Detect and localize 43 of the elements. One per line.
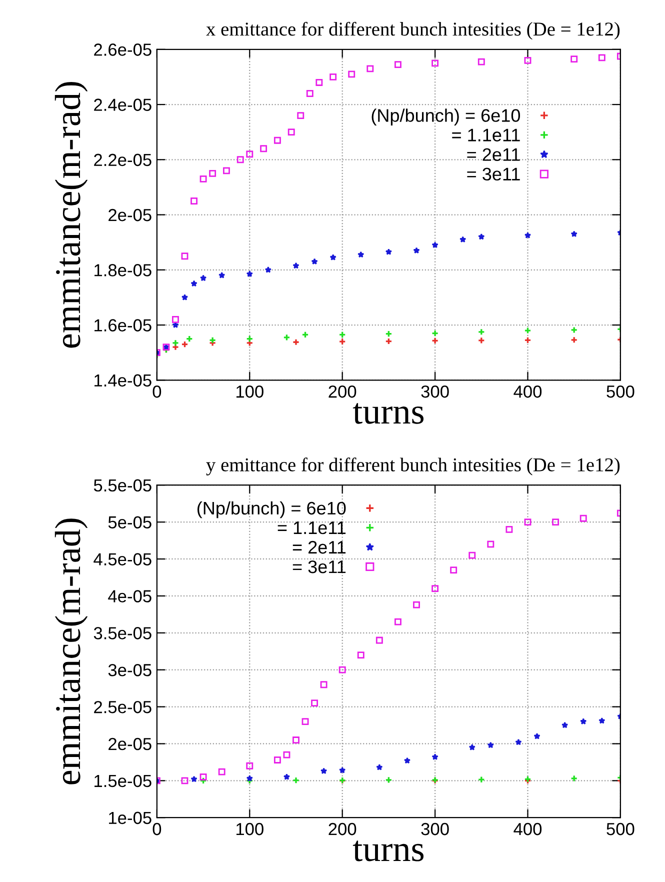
x-axis-title: turns xyxy=(352,840,424,862)
y-tick-label: 2.5e-05 xyxy=(94,700,152,714)
x-tick-label: 400 xyxy=(514,385,542,398)
y-tick-label: 1.4e-05 xyxy=(94,374,152,387)
chart-title: y emittance for different bunch intesities (De = 1e12) xyxy=(206,458,620,476)
x-tick-label: 0 xyxy=(152,385,162,398)
x-tick-label: 200 xyxy=(328,385,356,398)
x-tick-label: 400 xyxy=(514,822,542,836)
legend-label: = 3e11 xyxy=(292,560,346,574)
x-tick-label: 100 xyxy=(236,385,264,398)
legend-label: = 1.1e11 xyxy=(278,522,346,534)
x-tick-label: 300 xyxy=(421,822,449,836)
x-tick-label: 0 xyxy=(152,822,162,836)
y-tick-label: 1e-05 xyxy=(109,812,152,824)
y-tick-label: 2e-05 xyxy=(108,208,152,222)
x-tick-label: 300 xyxy=(421,385,449,398)
chart-title: x emittance for different bunch intesities (De = 1e12) xyxy=(206,22,620,40)
x-axis-title: turns xyxy=(352,403,424,424)
y-tick-label: 2.4e-05 xyxy=(94,98,152,111)
y-tick-label: 1.5e-05 xyxy=(94,774,152,788)
y-tick-label: 5.5e-05 xyxy=(94,479,152,492)
y-tick-label: 4.5e-05 xyxy=(94,553,152,566)
x-tick-label: 100 xyxy=(236,822,264,836)
legend-label: = 3e11 xyxy=(467,168,520,181)
y-tick-label: 3e-05 xyxy=(108,664,152,676)
y-tick-label: 2.6e-05 xyxy=(94,44,152,56)
y-tick-label: 1.6e-05 xyxy=(94,319,152,332)
x-tick-label: 200 xyxy=(328,822,356,836)
legend-label: (Np/bunch) = 6e10 xyxy=(197,501,346,518)
legend-label: = 2e11 xyxy=(467,148,520,161)
x-tick-label: 500 xyxy=(606,385,634,398)
y-tick-label: 2.2e-05 xyxy=(94,154,152,166)
x-tick-label: 500 xyxy=(606,822,634,836)
y-axis-title: emmitance(m-rad) xyxy=(54,518,88,784)
legend-label: (Np/bunch) = 6e10 xyxy=(372,108,520,126)
y-axis-title: emmitance(m-rad) xyxy=(54,82,88,348)
legend-label: = 1.1e11 xyxy=(452,128,520,142)
legend-label: = 2e11 xyxy=(292,540,346,554)
y-tick-label: 1.8e-05 xyxy=(94,264,152,276)
y-tick-label: 2e-05 xyxy=(108,738,152,750)
y-tick-label: 3.5e-05 xyxy=(94,627,152,640)
y-tick-label: 4e-05 xyxy=(108,590,152,602)
y-tick-label: 5e-05 xyxy=(108,516,152,529)
